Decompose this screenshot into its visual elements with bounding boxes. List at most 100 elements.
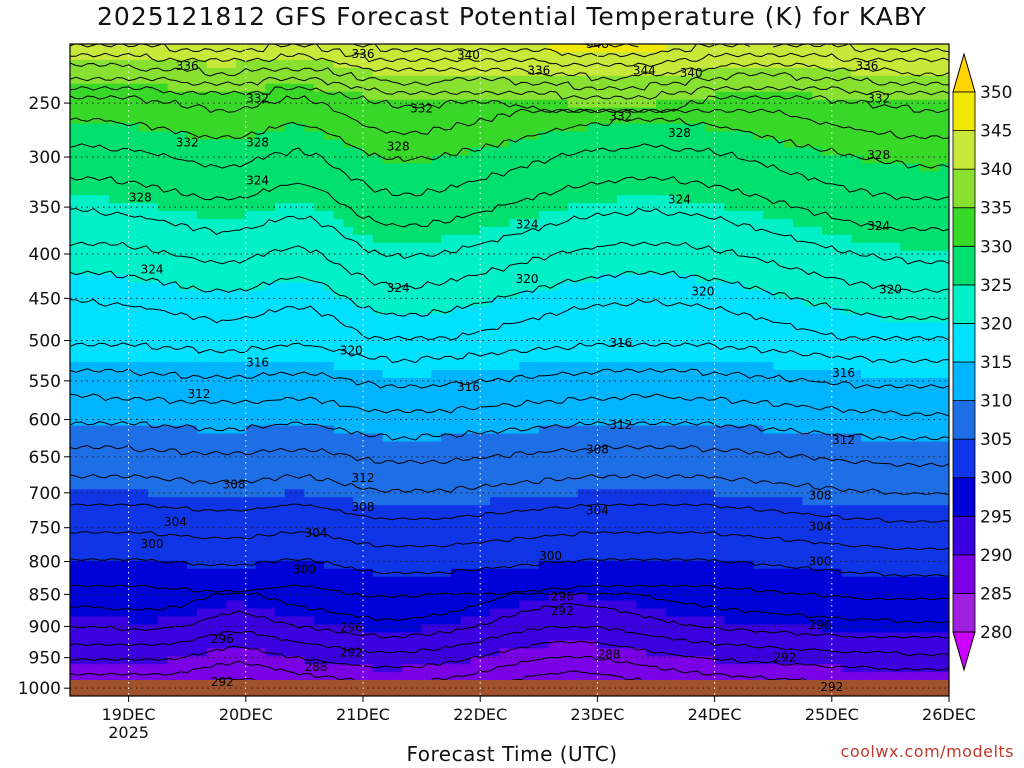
- theta-cell: [333, 282, 345, 292]
- theta-cell: [489, 171, 501, 180]
- theta-cell: [480, 521, 491, 530]
- theta-cell: [372, 489, 384, 498]
- theta-cell: [89, 83, 100, 93]
- theta-cell: [148, 417, 159, 427]
- theta-cell: [196, 544, 208, 554]
- theta-cell: [519, 218, 530, 228]
- theta-cell: [431, 91, 442, 101]
- theta-cell: [157, 298, 169, 307]
- theta-cell: [548, 91, 559, 101]
- theta-cell: [128, 417, 139, 427]
- theta-cell: [636, 171, 647, 180]
- theta-cell: [265, 139, 276, 148]
- theta-cell: [353, 513, 364, 522]
- theta-cell: [626, 409, 638, 419]
- theta-cell: [148, 632, 159, 641]
- theta-cell: [538, 616, 550, 626]
- theta-cell: [587, 147, 598, 156]
- theta-cell: [568, 210, 579, 220]
- theta-cell: [323, 314, 335, 323]
- theta-cell: [529, 75, 540, 85]
- theta-cell: [128, 139, 139, 148]
- theta-cell: [460, 536, 472, 546]
- theta-cell: [460, 370, 472, 379]
- theta-cell: [236, 226, 247, 236]
- theta-cell: [216, 258, 227, 268]
- theta-cell: [587, 457, 598, 467]
- theta-cell: [177, 187, 188, 196]
- theta-cell: [597, 393, 608, 403]
- theta-cell: [148, 648, 159, 657]
- theta-cell: [294, 552, 305, 562]
- theta-cell: [353, 83, 364, 93]
- theta-cell: [177, 210, 188, 220]
- theta-cell: [568, 481, 579, 490]
- theta-cell: [226, 234, 237, 244]
- theta-cell: [372, 75, 384, 85]
- theta-cell: [646, 91, 657, 101]
- theta-cell: [538, 433, 550, 443]
- theta-cell: [470, 242, 481, 252]
- theta-cell: [656, 266, 667, 276]
- theta-cell: [372, 163, 384, 172]
- theta-cell: [441, 179, 452, 188]
- theta-cell: [255, 529, 266, 538]
- theta-cell: [284, 672, 296, 681]
- theta-cell: [314, 521, 325, 530]
- theta-cell: [489, 195, 501, 204]
- theta-cell: [470, 536, 481, 546]
- theta-cell: [372, 59, 384, 69]
- theta-cell: [216, 600, 227, 610]
- theta-cell: [196, 441, 208, 451]
- theta-cell: [441, 417, 452, 427]
- theta-cell: [489, 51, 501, 61]
- theta-cell: [636, 123, 647, 133]
- theta-cell: [450, 258, 462, 268]
- theta-cell: [333, 250, 345, 260]
- theta-cell: [70, 282, 81, 292]
- theta-cell: [343, 664, 354, 673]
- theta-cell: [538, 242, 550, 252]
- theta-cell: [568, 489, 579, 498]
- theta-cell: [656, 171, 667, 180]
- theta-cell: [421, 560, 432, 570]
- theta-cell: [646, 338, 657, 347]
- theta-cell: [382, 83, 393, 93]
- theta-cell: [402, 600, 413, 610]
- theta-cell: [177, 242, 188, 252]
- theta-cell: [402, 640, 413, 649]
- theta-cell: [548, 75, 559, 85]
- theta-cell: [138, 521, 149, 530]
- theta-cell: [402, 258, 413, 268]
- theta-cell: [402, 465, 413, 474]
- theta-cell: [343, 568, 354, 578]
- theta-cell: [402, 656, 413, 665]
- theta-cell: [392, 536, 403, 546]
- theta-cell: [157, 425, 169, 435]
- theta-cell: [646, 608, 657, 618]
- theta-cell: [441, 489, 452, 498]
- theta-cell: [656, 322, 667, 331]
- theta-cell: [314, 266, 325, 276]
- theta-cell: [138, 51, 149, 61]
- theta-cell: [187, 115, 198, 125]
- theta-cell: [489, 457, 501, 467]
- theta-cell: [411, 656, 423, 665]
- theta-cell: [519, 497, 530, 506]
- theta-cell: [99, 505, 110, 514]
- theta-cell: [353, 131, 364, 141]
- theta-cell: [294, 513, 305, 522]
- theta-cell: [460, 338, 472, 347]
- theta-cell: [167, 203, 179, 212]
- theta-cell: [255, 91, 266, 101]
- theta-cell: [616, 377, 628, 387]
- theta-cell: [343, 290, 354, 300]
- theta-cell: [529, 409, 540, 419]
- theta-cell: [421, 59, 432, 69]
- theta-cell: [157, 584, 169, 594]
- theta-cell: [587, 465, 598, 474]
- theta-cell: [265, 664, 276, 673]
- theta-cell: [284, 330, 296, 339]
- theta-cell: [489, 640, 501, 649]
- theta-cell: [597, 226, 608, 236]
